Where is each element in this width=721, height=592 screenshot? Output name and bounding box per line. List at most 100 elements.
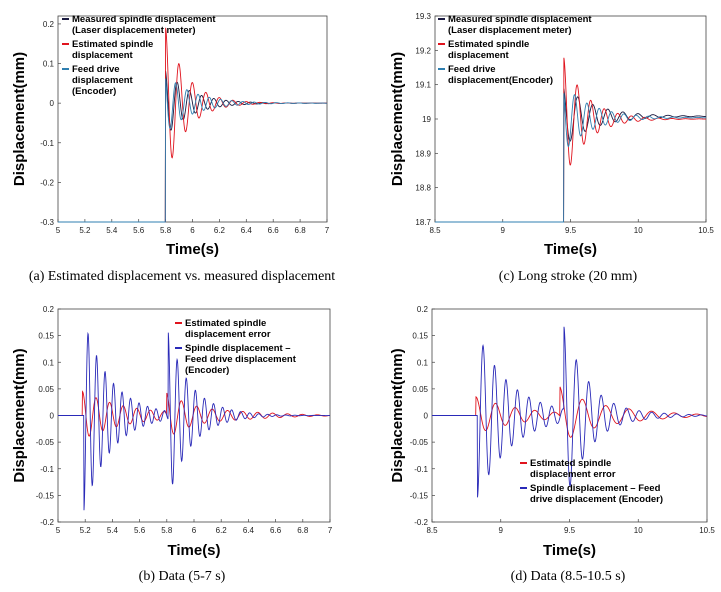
x-axis-label: Time(s) [543,542,596,559]
legend-label: displacement error [530,469,616,480]
x-tick-label: 6 [192,526,197,535]
panel-caption: (c) Long stroke (20 mm) [499,269,638,284]
y-tick-label: 19.1 [415,81,431,90]
y-axis-label: Displacement(mm) [11,348,28,482]
legend-label: (Laser displacement meter) [72,25,196,36]
y-tick-label: 0 [50,99,55,108]
x-tick-label: 5.2 [80,526,92,535]
y-tick-label: 0.1 [417,358,429,367]
plot-area [57,15,328,223]
x-tick-label: 9 [501,226,506,235]
x-tick-label: 9.5 [564,526,576,535]
legend-label: Estimated spindle [185,318,266,329]
x-tick-label: 10 [634,526,643,535]
y-tick-label: 0.1 [43,358,55,367]
panel-b: 5 5.2 5.4 5.6 5.8 6 6.2 6.4 6.6 6.8 7 -0.2 -0.15 -0.1… [11,305,333,584]
x-axis-label: Time(s) [167,542,220,559]
x-tick-label: 10 [634,226,643,235]
x-tick-label: 5.8 [160,226,172,235]
x-tick-label: 5.2 [79,226,91,235]
y-tick-label: 0.05 [38,385,54,394]
x-tick-label: 8.5 [426,526,438,535]
panel-c: 8.5 9 9.5 10 10.5 18.7 18.8 18.9 19 19.1 19.2 19.3 M… [389,12,714,284]
x-tick-label: 6 [190,226,195,235]
x-tick-label: 5.4 [107,526,119,535]
x-tick-label: 5 [56,226,61,235]
y-tick-label: -0.2 [414,518,428,527]
y-tick-label: -0.15 [410,491,429,500]
x-tick-label: 7 [325,226,330,235]
y-tick-label: 0.1 [43,60,55,69]
y-tick-label: -0.1 [40,465,54,474]
x-tick-label: 9 [499,526,504,535]
y-tick-label: -0.05 [410,438,429,447]
legend-label: (Encoder) [72,86,116,97]
x-tick-label: 5.4 [106,226,118,235]
legend-label: (Laser displacement meter) [448,25,572,36]
y-tick-label: -0.05 [36,438,55,447]
x-tick-label: 9.5 [565,226,577,235]
y-tick-label: 0.2 [417,305,429,314]
panel-a: 5 5.2 5.4 5.6 5.8 6 6.2 6.4 6.6 6.8 7 -0.3 -0.2 -0.1 0… [11,14,335,284]
series-line [432,386,708,438]
y-tick-label: -0.3 [40,218,54,227]
series-line [58,331,331,511]
x-tick-label: 5.6 [134,526,146,535]
x-tick-label: 10.5 [699,526,715,535]
x-tick-label: 5 [56,526,61,535]
y-tick-label: 0.2 [43,305,55,314]
x-tick-label: 6.2 [214,226,226,235]
legend-label: Feed drive [448,64,496,75]
legend-label: displacement [72,50,134,61]
x-tick-label: 5.6 [133,226,145,235]
legend-label: displacement(Encoder) [448,75,553,86]
y-tick-label: 0.15 [38,332,54,341]
x-tick-label: 6.4 [241,226,253,235]
y-tick-label: 18.7 [415,218,431,227]
series-line [435,93,707,223]
y-tick-label: 19.3 [415,12,431,21]
y-tick-label: -0.2 [40,178,54,187]
y-tick-label: 18.8 [415,184,431,193]
x-tick-label: 6.2 [216,526,228,535]
y-axis-label: Displacement(mm) [389,348,406,482]
y-tick-label: 0 [50,412,55,421]
x-axis-label: Time(s) [166,241,219,258]
y-tick-label: 18.9 [415,149,431,158]
panel-d: 8.5 9 9.5 10 10.5 -0.2 -0.15 -0.1 -0.05 0 0.05 0.1 0… [389,305,715,584]
legend-label: displacement error [185,329,271,340]
x-tick-label: 7 [328,526,333,535]
y-tick-label: -0.2 [40,518,54,527]
x-axis-label: Time(s) [544,241,597,258]
x-tick-label: 10.5 [698,226,714,235]
legend-label: Feed drive [72,64,120,75]
series-line [432,326,708,498]
legend-label: Estimated spindle [72,39,153,50]
y-tick-label: 0.15 [412,332,428,341]
y-tick-label: 0.05 [412,385,428,394]
y-tick-label: 19.2 [415,46,431,55]
legend-label: displacement [72,75,134,86]
legend-label: Measured spindle displacement [448,14,592,25]
legend-label: Spindle displacement – [185,343,291,354]
y-tick-label: -0.1 [40,139,54,148]
legend-label: (Encoder) [185,365,229,376]
legend-label: Estimated spindle [530,458,611,469]
y-tick-label: -0.15 [36,491,55,500]
y-tick-label: -0.1 [414,465,428,474]
y-tick-label: 19 [422,115,431,124]
y-tick-label: 0 [424,412,429,421]
legend-label: Feed drive displacement [185,354,297,365]
x-tick-label: 6.4 [243,526,255,535]
x-tick-label: 5.8 [161,526,173,535]
x-tick-label: 6.6 [270,526,282,535]
x-tick-label: 8.5 [429,226,441,235]
panel-caption: (b) Data (5-7 s) [139,569,226,584]
legend-label: drive displacement (Encoder) [530,494,663,505]
legend-label: displacement [448,50,510,61]
x-tick-label: 6.6 [268,226,280,235]
y-tick-label: 0.2 [43,20,55,29]
legend-label: Spindle displacement – Feed [530,483,661,494]
legend-label: Estimated spindle [448,39,529,50]
